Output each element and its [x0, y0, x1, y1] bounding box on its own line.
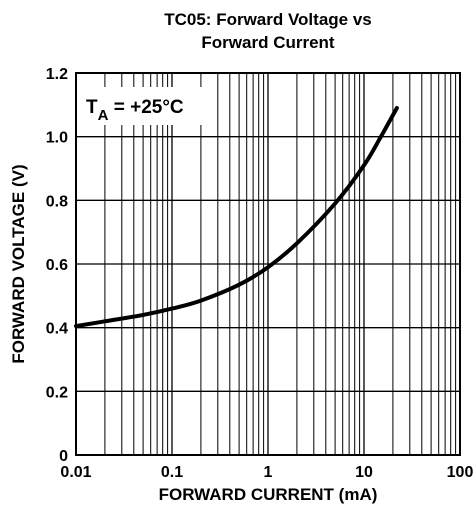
chart-title-line2: Forward Current — [201, 33, 335, 52]
y-tick-labels: 0 0.2 0.4 0.6 0.8 1.0 1.2 — [46, 66, 68, 465]
y-tick-label: 0.6 — [46, 257, 68, 274]
annotation-box — [80, 87, 209, 125]
x-tick-label: 1 — [264, 464, 273, 481]
plot-frame — [75, 72, 461, 456]
x-tick-label: 0.1 — [161, 464, 183, 481]
x-tick-label: 100 — [447, 464, 474, 481]
annotation-rest: = +25°C — [108, 97, 183, 118]
annotation-subscript: A — [98, 107, 109, 124]
y-tick-label: 0.2 — [46, 384, 68, 401]
y-tick-label: 0 — [59, 448, 68, 465]
y-tick-label: 1.2 — [46, 66, 68, 83]
x-tick-labels: 0.01 0.1 1 10 100 — [60, 464, 473, 481]
x-tick-label: 10 — [355, 464, 373, 481]
y-axis-label: FORWARD VOLTAGE (V) — [9, 164, 28, 363]
x-axis-label: FORWARD CURRENT (mA) — [159, 485, 378, 504]
annotation-temperature: TA = +25°C — [86, 97, 184, 124]
y-tick-label: 0.8 — [46, 193, 68, 210]
annotation-main: T — [86, 97, 98, 118]
y-tick-label: 1.0 — [46, 130, 68, 147]
forward-voltage-curve — [74, 106, 399, 329]
chart-title-line1: TC05: Forward Voltage vs — [164, 10, 372, 29]
x-tick-label: 0.01 — [60, 464, 91, 481]
y-tick-label: 0.4 — [46, 321, 68, 338]
grid — [75, 72, 460, 456]
